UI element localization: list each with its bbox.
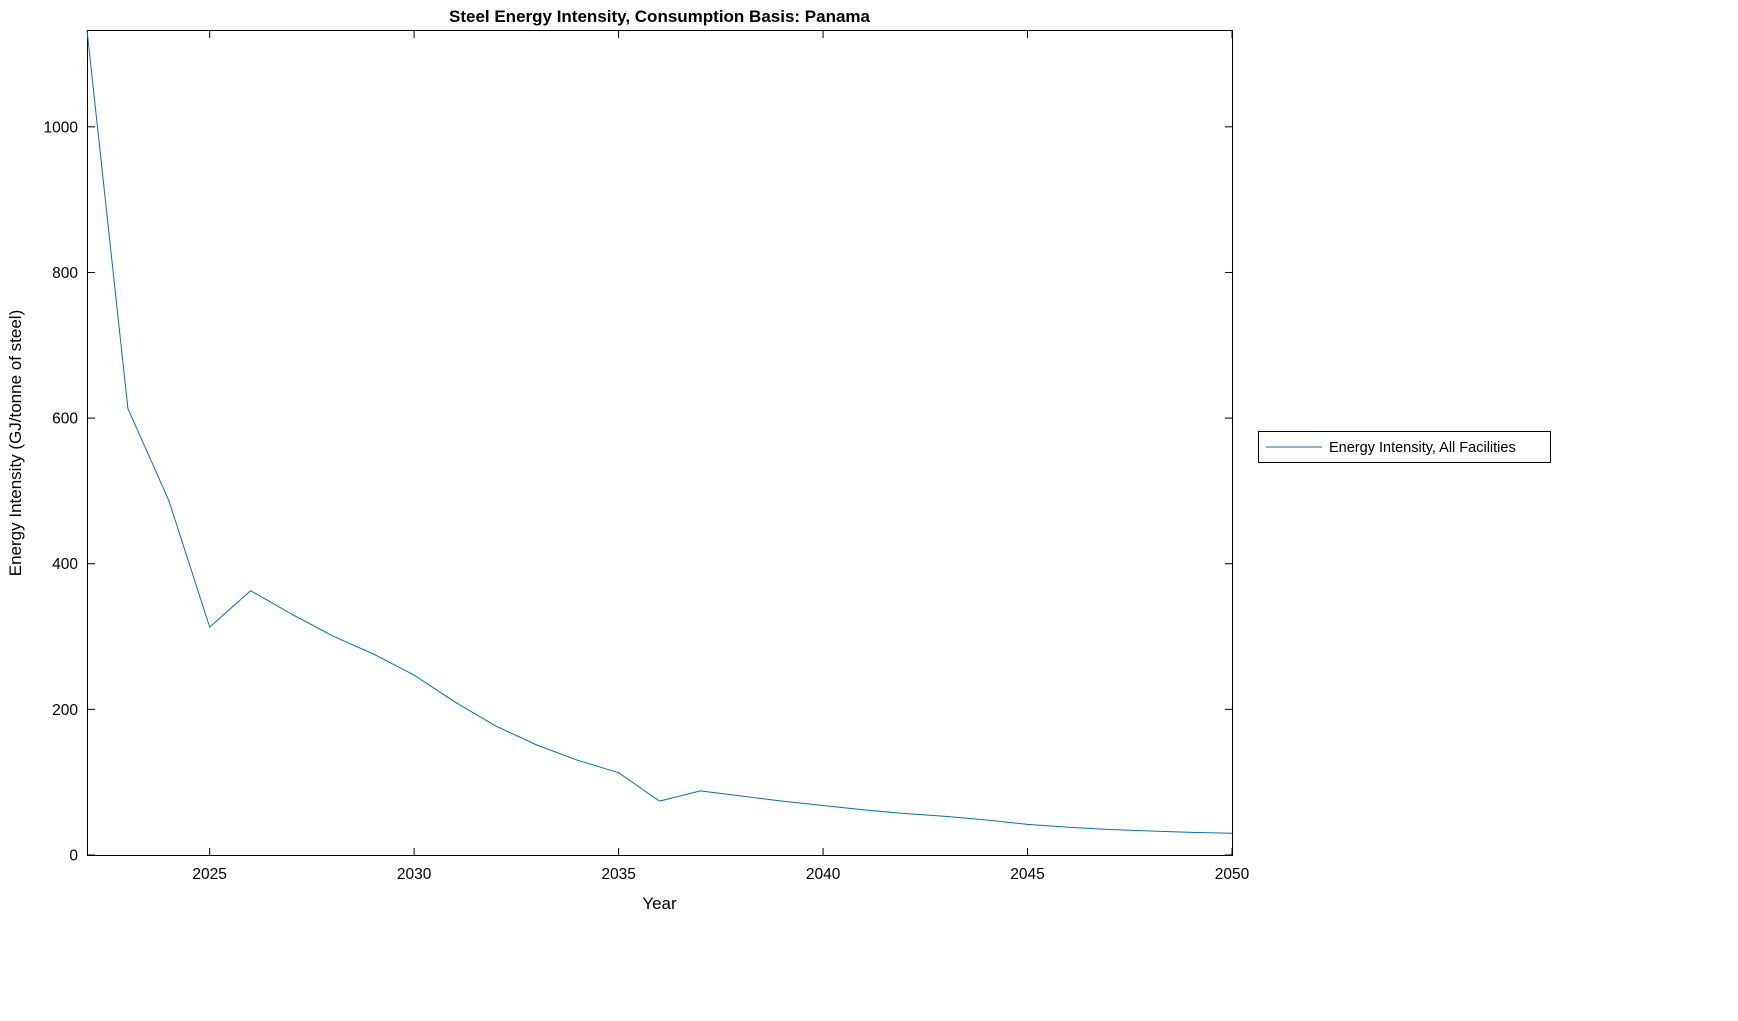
chart-axes-and-series: 2025 2030 2035 2040 2045 2050 0 200 400 600 800 100…: [44, 29, 1250, 883]
x-tick-label: 2050: [1215, 866, 1250, 883]
chart-title: Steel Energy Intensity, Consumption Basi…: [449, 7, 871, 26]
plot-box: [87, 30, 1233, 856]
series-line: [86, 29, 1233, 834]
x-tick-label: 2040: [806, 866, 841, 883]
y-tick-label: 600: [52, 411, 78, 428]
y-tick-label: 1000: [44, 119, 79, 136]
legend-entry-label: Energy Intensity, All Facilities: [1329, 440, 1516, 456]
x-tick-label: 2035: [601, 866, 635, 883]
y-tick-label: 400: [52, 556, 78, 573]
x-axis-label: Year: [642, 894, 677, 913]
y-tick-label: 800: [52, 265, 78, 282]
legend: Energy Intensity, All Facilities: [1258, 431, 1551, 463]
x-tick-label: 2045: [1010, 866, 1044, 883]
y-tick-label: 200: [52, 702, 78, 719]
x-tick-label: 2025: [192, 866, 226, 883]
x-tick-label: 2030: [397, 866, 432, 883]
y-tick-label: 0: [69, 848, 78, 865]
y-axis-label: Energy Intensity (GJ/tonne of steel): [6, 310, 25, 576]
